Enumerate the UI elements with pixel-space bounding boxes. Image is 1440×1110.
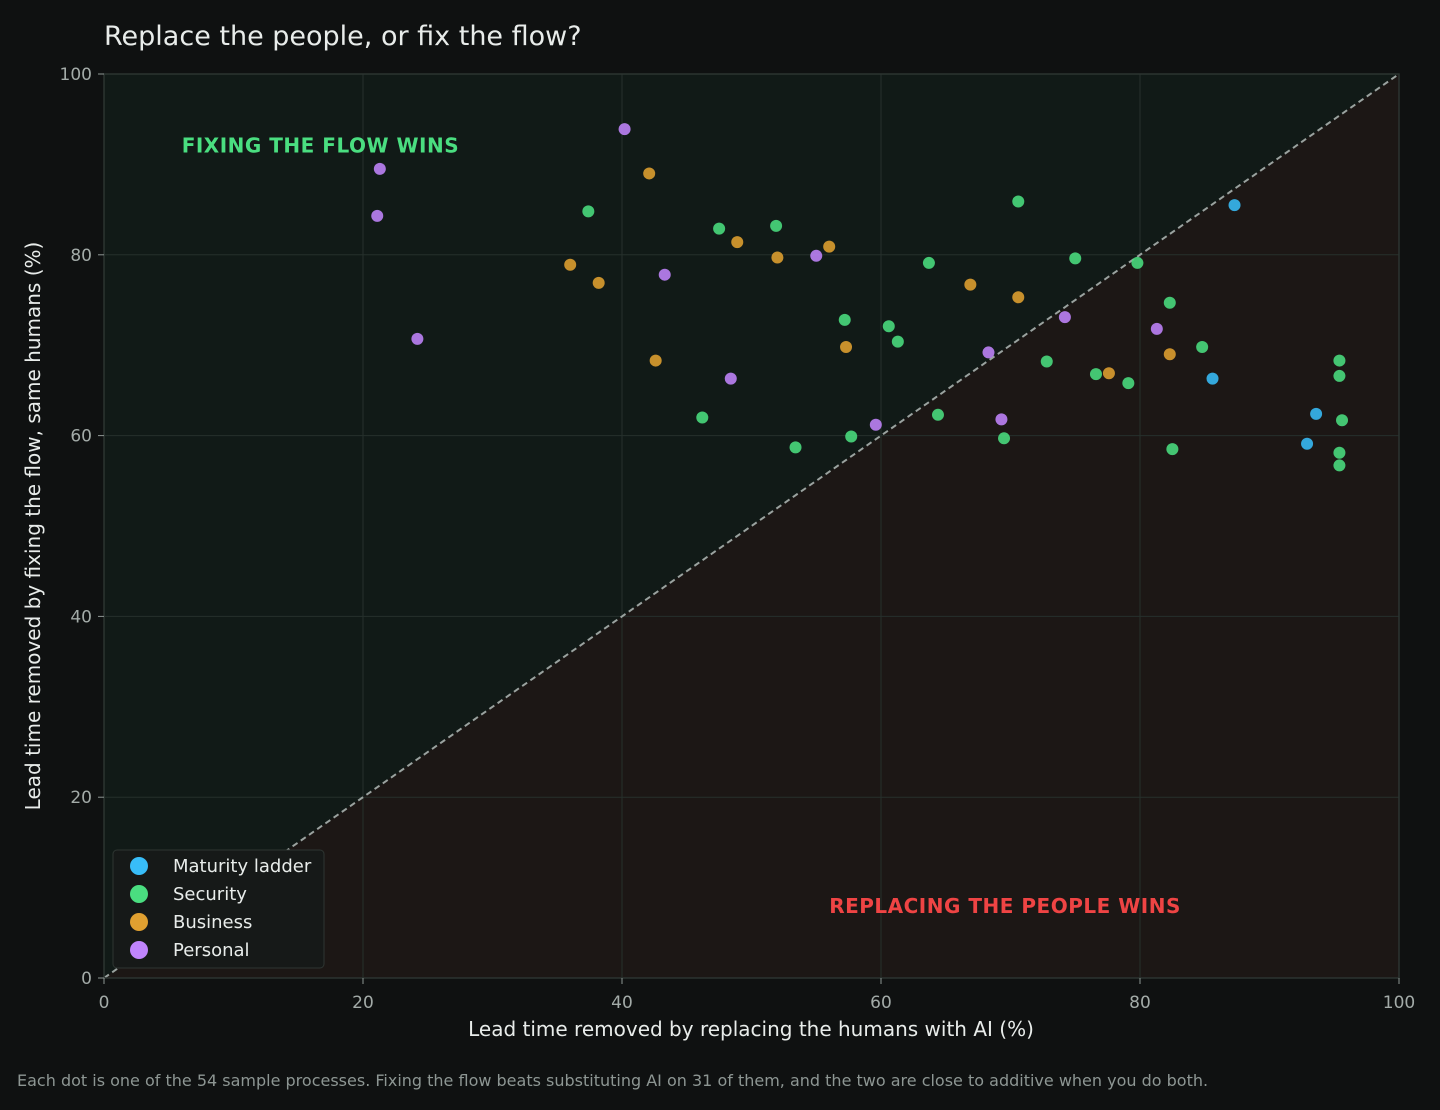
y-tick-label: 20	[70, 788, 92, 808]
data-point	[1166, 443, 1179, 456]
data-point	[998, 432, 1011, 445]
data-point	[1012, 291, 1025, 304]
data-point	[371, 209, 384, 222]
x-axis-label: Lead time removed by replacing the human…	[468, 1017, 1034, 1041]
data-point	[1333, 369, 1346, 382]
data-point	[592, 276, 605, 289]
legend-marker	[130, 857, 148, 875]
data-point	[922, 256, 935, 269]
data-point	[713, 222, 726, 235]
y-tick-label: 100	[60, 65, 92, 85]
legend-label: Business	[173, 912, 252, 933]
data-point	[1131, 256, 1144, 269]
y-axis-label: Lead time removed by fixing the flow, sa…	[21, 242, 45, 811]
data-point	[696, 411, 709, 424]
plot-frame	[103, 73, 1400, 979]
data-point	[1040, 355, 1053, 368]
data-point	[1336, 414, 1349, 427]
data-point	[1150, 322, 1163, 335]
data-point	[982, 346, 995, 359]
data-point	[891, 335, 904, 348]
data-point	[840, 341, 853, 354]
data-point	[411, 332, 424, 345]
footnote: Each dot is one of the 54 sample process…	[17, 1071, 1209, 1090]
data-point	[1089, 368, 1102, 381]
data-point	[1163, 296, 1176, 309]
data-point	[1333, 459, 1346, 472]
data-point	[1301, 437, 1314, 450]
data-point	[618, 123, 631, 136]
data-point	[1163, 348, 1176, 361]
data-point	[1196, 341, 1209, 354]
data-point	[770, 219, 783, 232]
axes	[103, 73, 1400, 979]
data-point	[373, 162, 386, 175]
chart-title: Replace the people, or fix the flow?	[104, 21, 582, 52]
data-point	[649, 354, 662, 367]
y-tick-labels: 0 20 40 60 80 100	[60, 65, 104, 989]
data-point	[810, 249, 823, 262]
data-point	[1058, 311, 1071, 324]
x-tick-label: 40	[611, 993, 633, 1013]
data-point	[731, 236, 744, 249]
y-tick-label: 0	[81, 969, 92, 989]
data-point	[995, 413, 1008, 426]
x-tick-label: 100	[1383, 993, 1415, 1013]
scatter-chart: Replace the people, or fix the flow? FIX…	[21, 21, 1415, 1041]
region-label-people: REPLACING THE PEOPLE WINS	[829, 894, 1181, 918]
data-point	[823, 240, 836, 253]
data-points	[371, 123, 1349, 472]
data-point	[1012, 195, 1025, 208]
x-tick-label: 20	[352, 993, 374, 1013]
legend: Maturity ladder Security Business Personal	[112, 849, 325, 969]
data-point	[771, 251, 784, 264]
reference-line	[103, 73, 1400, 979]
data-point	[658, 268, 671, 281]
data-point	[1122, 377, 1135, 390]
data-point	[1310, 407, 1323, 420]
data-point	[869, 418, 882, 431]
grid-lines	[104, 74, 1399, 978]
diagonal-reference-line	[103, 73, 1400, 979]
data-point	[931, 408, 944, 421]
legend-box	[112, 849, 325, 969]
y-tick-label: 60	[70, 427, 92, 447]
data-point	[838, 313, 851, 326]
legend-marker	[130, 913, 148, 931]
legend-label: Personal	[173, 940, 250, 961]
data-point	[882, 320, 895, 333]
y-tick-label: 80	[70, 246, 92, 266]
data-point	[582, 205, 595, 218]
legend-label: Maturity ladder	[173, 856, 312, 877]
data-point	[964, 278, 977, 291]
x-tick-label: 60	[870, 993, 892, 1013]
x-tick-labels: 0 20 40 60 80 100	[99, 978, 1415, 1013]
legend-marker	[130, 941, 148, 959]
data-point	[564, 258, 577, 271]
y-tick-label: 40	[70, 607, 92, 627]
data-point	[1228, 199, 1241, 212]
data-point	[1333, 446, 1346, 459]
x-tick-label: 0	[99, 993, 110, 1013]
data-point	[1069, 252, 1082, 265]
region-label-flow: FIXING THE FLOW WINS	[182, 134, 459, 158]
data-point	[789, 441, 802, 454]
data-point	[1333, 354, 1346, 367]
legend-marker	[130, 885, 148, 903]
data-point	[1206, 372, 1219, 385]
x-tick-label: 80	[1129, 993, 1151, 1013]
legend-label: Security	[173, 884, 247, 905]
data-point	[643, 167, 656, 180]
data-point	[845, 430, 858, 443]
region-labels: FIXING THE FLOW WINS REPLACING THE PEOPLE…	[182, 134, 1181, 918]
data-point	[1102, 367, 1115, 380]
data-point	[724, 372, 737, 385]
